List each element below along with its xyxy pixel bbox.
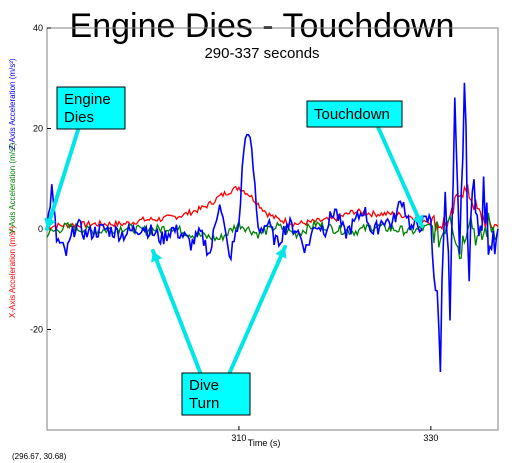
annotation-touchdown-text: Touchdown xyxy=(314,106,390,123)
annotation-arrowhead xyxy=(412,214,424,226)
annotation-arrow xyxy=(376,125,424,228)
cursor-readout: (296.67, 30.68) xyxy=(12,452,67,461)
y-label-x-axis: X-Axis Acceleration (m/s²) xyxy=(8,226,17,318)
annotation-arrowhead xyxy=(44,217,56,229)
y-axis-labels: X-Axis Acceleration (m/s²) xyxy=(8,226,17,318)
x-axis-label: Time (s) xyxy=(248,438,281,448)
chart-title: Engine Dies - Touchdown xyxy=(70,7,455,45)
annotation-arrowhead xyxy=(151,251,163,263)
annotation-dive-turn-line1: Dive xyxy=(189,377,219,394)
x-ticks: 310 330 xyxy=(231,426,438,443)
y-label-y-axis: Y-Axis Acceleration (m/s²) xyxy=(8,142,17,234)
annotation-arrow xyxy=(228,245,287,374)
x-tick-label: 330 xyxy=(423,433,438,443)
annotation-engine-dies-line1: Engine xyxy=(64,91,111,108)
chart-subtitle: 290-337 seconds xyxy=(204,45,319,62)
y-label-z-axis: Z-Axis Acceleration (m/s²) xyxy=(8,58,17,150)
y-tick-label: 20 xyxy=(33,124,43,134)
annotation-engine-dies-line2: Dies xyxy=(64,109,94,126)
annotation-arrow xyxy=(151,249,202,374)
y-ticks: 40 20 0 -20 xyxy=(30,23,51,335)
y-tick-label: -20 xyxy=(30,325,43,335)
annotation-arrows xyxy=(44,125,424,374)
annotation-touchdown: Touchdown xyxy=(306,100,403,128)
y-tick-label: 40 xyxy=(33,23,43,33)
annotation-dive-turn: Dive Turn xyxy=(181,372,251,416)
annotation-engine-dies: Engine Dies xyxy=(56,86,126,130)
annotation-arrowhead xyxy=(275,247,287,259)
annotation-dive-turn-line2: Turn xyxy=(189,395,219,412)
x-tick-label: 310 xyxy=(231,433,246,443)
annotation-arrow xyxy=(45,128,80,231)
y-tick-label: 0 xyxy=(38,224,43,234)
